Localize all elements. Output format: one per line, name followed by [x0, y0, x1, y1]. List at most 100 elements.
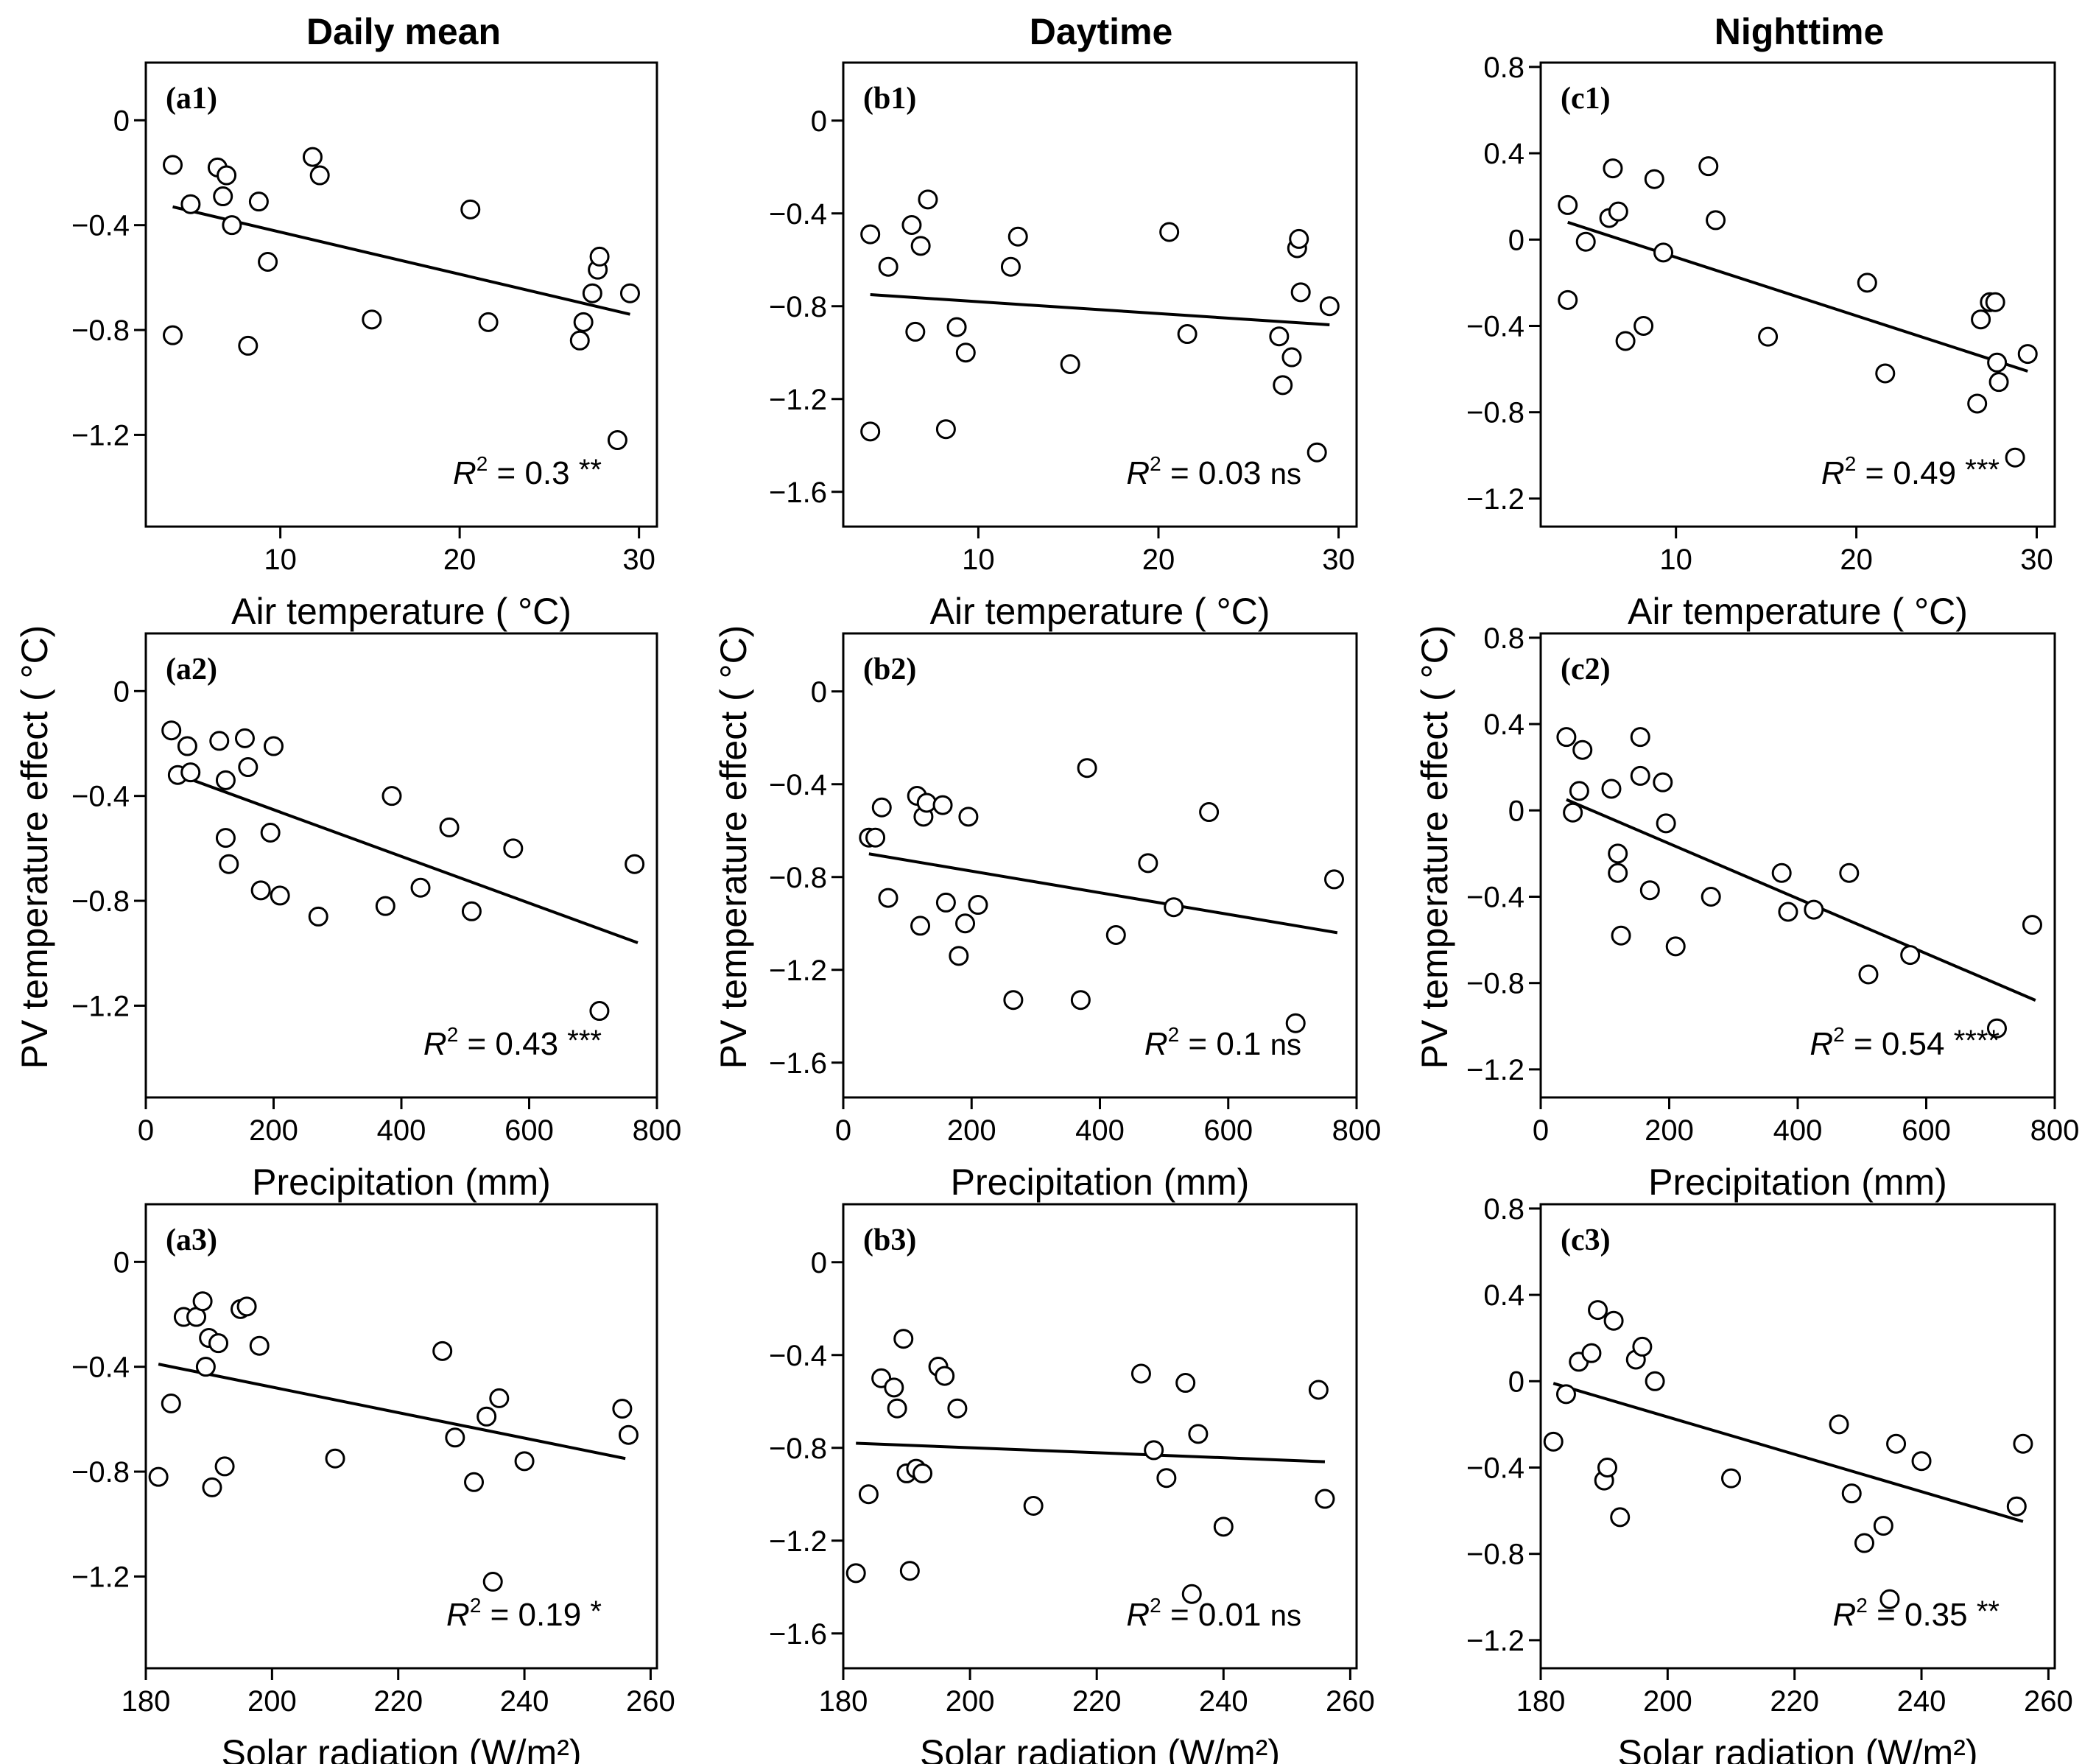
data-point	[489, 1388, 510, 1408]
regression-line	[172, 205, 630, 316]
data-point	[1575, 231, 1596, 252]
data-point	[947, 1398, 968, 1419]
panel-label: (a2)	[166, 653, 217, 686]
data-point	[476, 1406, 497, 1427]
panel-label: (c3)	[1561, 1223, 1611, 1257]
data-point	[573, 312, 594, 332]
x-tick-label: 200	[946, 1685, 995, 1718]
data-point	[1159, 222, 1180, 242]
data-point	[1603, 1310, 1624, 1331]
y-tick-label: −0.4	[769, 769, 827, 801]
data-point	[1879, 1589, 1900, 1609]
data-point	[958, 807, 979, 827]
data-point	[1985, 292, 2005, 312]
y-tick-label: −1.2	[1466, 483, 1524, 516]
r-squared-annotation: R2 = 0.49 ***	[1821, 452, 2000, 491]
r-squared-annotation: R2 = 0.43 ***	[423, 1023, 602, 1062]
x-tick-label: 180	[819, 1685, 868, 1718]
data-point	[1070, 990, 1091, 1011]
data-point	[215, 770, 236, 790]
regression-line	[158, 1363, 626, 1461]
y-tick-label: 0.8	[1483, 622, 1524, 655]
y-tick-label: −1.6	[769, 1618, 827, 1651]
data-point	[901, 215, 922, 235]
y-tick-label: 0	[1508, 224, 1524, 256]
regression-line	[868, 852, 1338, 935]
y-tick-label: −0.8	[71, 1456, 130, 1489]
data-point	[618, 1424, 639, 1445]
y-tick-label: 0.4	[1483, 709, 1524, 741]
data-point	[2022, 915, 2042, 935]
data-point	[410, 877, 431, 898]
y-tick-label: 0.4	[1483, 138, 1524, 170]
data-point	[1645, 1371, 1665, 1391]
r-squared-annotation: R2 = 0.54 ****	[1810, 1023, 2000, 1062]
y-tick-label: −1.6	[769, 477, 827, 509]
panel-label: (b1)	[863, 82, 916, 116]
y-tick-label: −1.2	[769, 955, 827, 987]
x-tick-label: 30	[2020, 544, 2053, 576]
x-tick-label: 10	[264, 544, 297, 576]
panel-label: (b3)	[863, 1223, 916, 1257]
y-tick-label: −0.4	[71, 210, 130, 242]
y-tick-label: 0.8	[1483, 1193, 1524, 1226]
y-tick-label: −1.2	[71, 1561, 130, 1593]
data-point	[439, 817, 460, 837]
data-point	[219, 854, 239, 874]
data-point	[1804, 899, 1824, 920]
data-point	[949, 946, 969, 966]
data-point	[445, 1427, 465, 1448]
data-point	[1289, 228, 1309, 249]
y-tick-label: 0	[113, 675, 130, 708]
plot-frame	[842, 632, 1358, 1099]
data-point	[1581, 1343, 1602, 1363]
x-axis-label: Air temperature ( °C)	[231, 591, 572, 632]
data-point	[1610, 1507, 1631, 1528]
data-point	[209, 731, 230, 751]
data-point	[1829, 1414, 1849, 1435]
y-tick-label: −0.4	[71, 781, 130, 813]
data-point	[1588, 1300, 1608, 1321]
data-point	[1706, 210, 1726, 231]
panel-b3: 0 −0.4 −0.8 −1.2 −1.6 180 200 220 240 260 Solar ra…	[769, 1203, 1375, 1764]
data-point	[202, 1477, 222, 1497]
data-point	[1003, 990, 1024, 1011]
data-point	[1319, 296, 1340, 317]
data-point	[161, 720, 182, 741]
y-tick-label: −0.8	[71, 315, 130, 347]
data-point	[238, 757, 259, 778]
data-point	[461, 901, 482, 921]
data-point	[1615, 331, 1636, 351]
data-point	[1601, 779, 1622, 799]
data-point	[1841, 1483, 1862, 1504]
y-tick-label: −1.2	[71, 419, 130, 451]
data-point	[582, 283, 602, 303]
y-tick-label: −0.4	[1466, 310, 1524, 342]
data-point	[214, 1456, 235, 1477]
data-point	[1307, 442, 1327, 463]
x-tick-label: 800	[1332, 1114, 1382, 1147]
data-point	[845, 1563, 866, 1584]
data-point	[946, 317, 967, 337]
y-tick-label: −0.4	[1466, 1452, 1524, 1484]
x-tick-label: 240	[500, 1685, 549, 1718]
data-point	[1644, 169, 1664, 189]
y-tick-label: 0	[1508, 795, 1524, 827]
x-tick-label: 20	[1840, 544, 1873, 576]
data-point	[625, 854, 645, 874]
x-tick-label: 220	[373, 1685, 423, 1718]
plot-frame	[842, 61, 1358, 528]
x-axis-label: Air temperature ( °C)	[930, 591, 1270, 632]
data-point	[302, 147, 323, 167]
y-tick-label: 0.8	[1483, 52, 1524, 84]
panel-label: (b2)	[863, 653, 916, 686]
panel-a1: 0 −0.4 −0.8 −1.2 10 20 30 Air temperature ( °C)…	[71, 61, 658, 632]
data-point	[865, 827, 886, 848]
x-tick-label: 0	[835, 1114, 851, 1147]
data-point	[1273, 375, 1293, 396]
data-point	[1758, 326, 1779, 347]
data-point	[1023, 1496, 1044, 1516]
x-axis-label: Solar radiation (W/m²)	[1618, 1732, 1978, 1764]
data-point	[180, 194, 201, 214]
x-tick-label: 260	[1326, 1685, 1375, 1718]
